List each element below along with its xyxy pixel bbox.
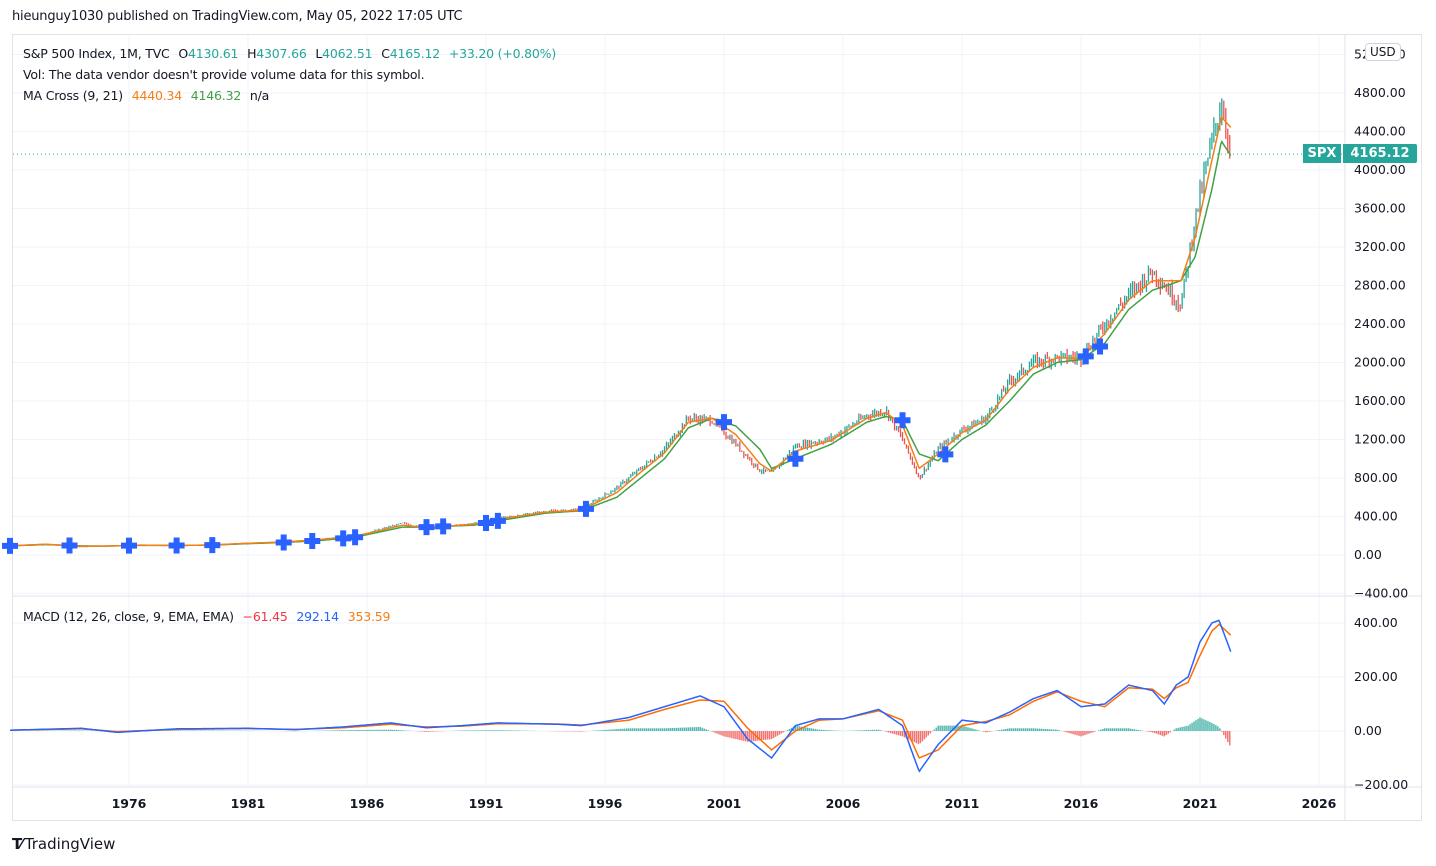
time-tick-label: 2026 [1302, 796, 1337, 811]
ma-cross-marker [435, 518, 452, 535]
ma-cross-legend: MA Cross (9, 21) 4440.34 4146.32 n/a [23, 88, 274, 103]
ma-cross-marker [716, 414, 732, 431]
time-tick-label: 2011 [945, 796, 980, 811]
ma-cross-marker [418, 519, 435, 536]
time-tick-label: 2016 [1064, 796, 1099, 811]
price-tick-label: 0.00 [1354, 547, 1382, 562]
ma-cross-marker [937, 446, 954, 463]
price-tick-label: 2000.00 [1354, 355, 1406, 370]
price-tick-label: 2400.00 [1354, 316, 1406, 331]
open-value: 4130.61 [188, 46, 239, 61]
ma-cross-marker [304, 532, 321, 549]
time-tick-label: 1981 [231, 796, 266, 811]
price-tick-label: 3200.00 [1354, 239, 1406, 254]
time-tick-label: 1991 [469, 796, 504, 811]
volume-note: Vol: The data vendor doesn't provide vol… [23, 67, 425, 82]
price-pane [2, 98, 1345, 554]
ma-cross-marker [478, 514, 494, 531]
macd-tick-label: −200.00 [1354, 777, 1408, 792]
time-tick-label: 1986 [350, 796, 385, 811]
tradingview-logo[interactable]: T⁄ TradingView [12, 835, 115, 853]
price-tick-label: 1600.00 [1354, 393, 1406, 408]
price-axis: 5200.004800.004400.004000.003600.003200.… [1354, 47, 1408, 601]
price-tick-label: 4000.00 [1354, 162, 1406, 177]
high-label: H [247, 46, 257, 61]
currency-button[interactable]: USD [1365, 43, 1401, 61]
macd-tick-label: 200.00 [1354, 669, 1398, 684]
tradingview-brand: TradingView [24, 835, 116, 853]
low-value: 4062.51 [322, 46, 373, 61]
ma-cross-marker [894, 412, 911, 429]
macd-line [10, 619, 1232, 773]
open-label: O [178, 46, 189, 61]
ma-cross-label[interactable]: MA Cross (9, 21) [23, 88, 123, 103]
macd-hist-value: −61.45 [242, 609, 288, 624]
published-header: hieunguy1030 published on TradingView.co… [12, 9, 463, 24]
last-price-badge: 4165.12 [1343, 144, 1417, 163]
macd-axis: 400.00 200.00 0.00 −200.00 [1354, 615, 1408, 792]
close-label: C [381, 46, 390, 61]
macd-signal-value: 353.59 [347, 609, 391, 624]
time-tick-label: 2001 [707, 796, 742, 811]
ma-cross-marker [577, 500, 594, 517]
last-price-symbol-badge: SPX [1303, 144, 1341, 163]
macd-tick-label: 400.00 [1354, 615, 1398, 630]
time-tick-label: 2006 [826, 796, 861, 811]
price-tick-label: 4800.00 [1354, 85, 1406, 100]
macd-tick-label: 0.00 [1354, 723, 1382, 738]
macd-label[interactable]: MACD (12, 26, close, 9, EMA, EMA) [23, 609, 234, 624]
time-axis: 1976 1981 1986 1991 1996 2001 2006 2011 2016 2021… [112, 796, 1337, 811]
time-tick-label: 2021 [1183, 796, 1218, 811]
price-tick-label: 3600.00 [1354, 201, 1406, 216]
ma-cross-marker [489, 512, 506, 529]
ma-cross-marker [787, 450, 804, 467]
ma-cross-marker [204, 537, 221, 554]
ma-cross-marker [61, 537, 78, 554]
ma-cross-marker [347, 529, 364, 546]
macd-legend: MACD (12, 26, close, 9, EMA, EMA) −61.45… [23, 609, 395, 624]
ma-cross-marker [275, 534, 292, 551]
price-tick-label: 1200.00 [1354, 432, 1406, 447]
close-value: 4165.12 [389, 46, 441, 61]
high-value: 4307.66 [256, 46, 307, 61]
change-value: +33.20 (+0.80%) [448, 46, 556, 61]
price-tick-label: −400.00 [1354, 586, 1408, 601]
ma-cross-marker [335, 530, 352, 547]
price-tick-label: 400.00 [1354, 509, 1398, 524]
chart-frame [12, 34, 1422, 821]
tradingview-logo-icon: T⁄ [12, 835, 23, 853]
low-label: L [315, 46, 323, 61]
ma-cross-marker [2, 537, 18, 554]
price-tick-label: 4400.00 [1354, 124, 1406, 139]
time-tick-label: 1996 [588, 796, 623, 811]
ma-fast-value: 4440.34 [131, 88, 182, 103]
ma-cross-marker [1092, 338, 1109, 355]
macd-pane [10, 619, 1232, 773]
ma-cross-marker [121, 537, 137, 554]
ma-cross-marker [168, 537, 185, 554]
time-tick-label: 1976 [112, 796, 147, 811]
ma-cross-marker [1077, 348, 1094, 365]
symbol-legend: S&P 500 Index, 1M, TVC O4130.61 H4307.66… [23, 46, 561, 61]
price-tick-label: 800.00 [1354, 470, 1398, 485]
ma-slow-value: 4146.32 [190, 88, 242, 103]
macd-line-value: 292.14 [296, 609, 339, 624]
symbol-name[interactable]: S&P 500 Index, 1M, TVC [23, 46, 170, 61]
ma-cross-value: n/a [249, 88, 270, 103]
price-tick-label: 2800.00 [1354, 278, 1406, 293]
grid [13, 35, 1422, 820]
macd-signal-line [10, 623, 1232, 759]
